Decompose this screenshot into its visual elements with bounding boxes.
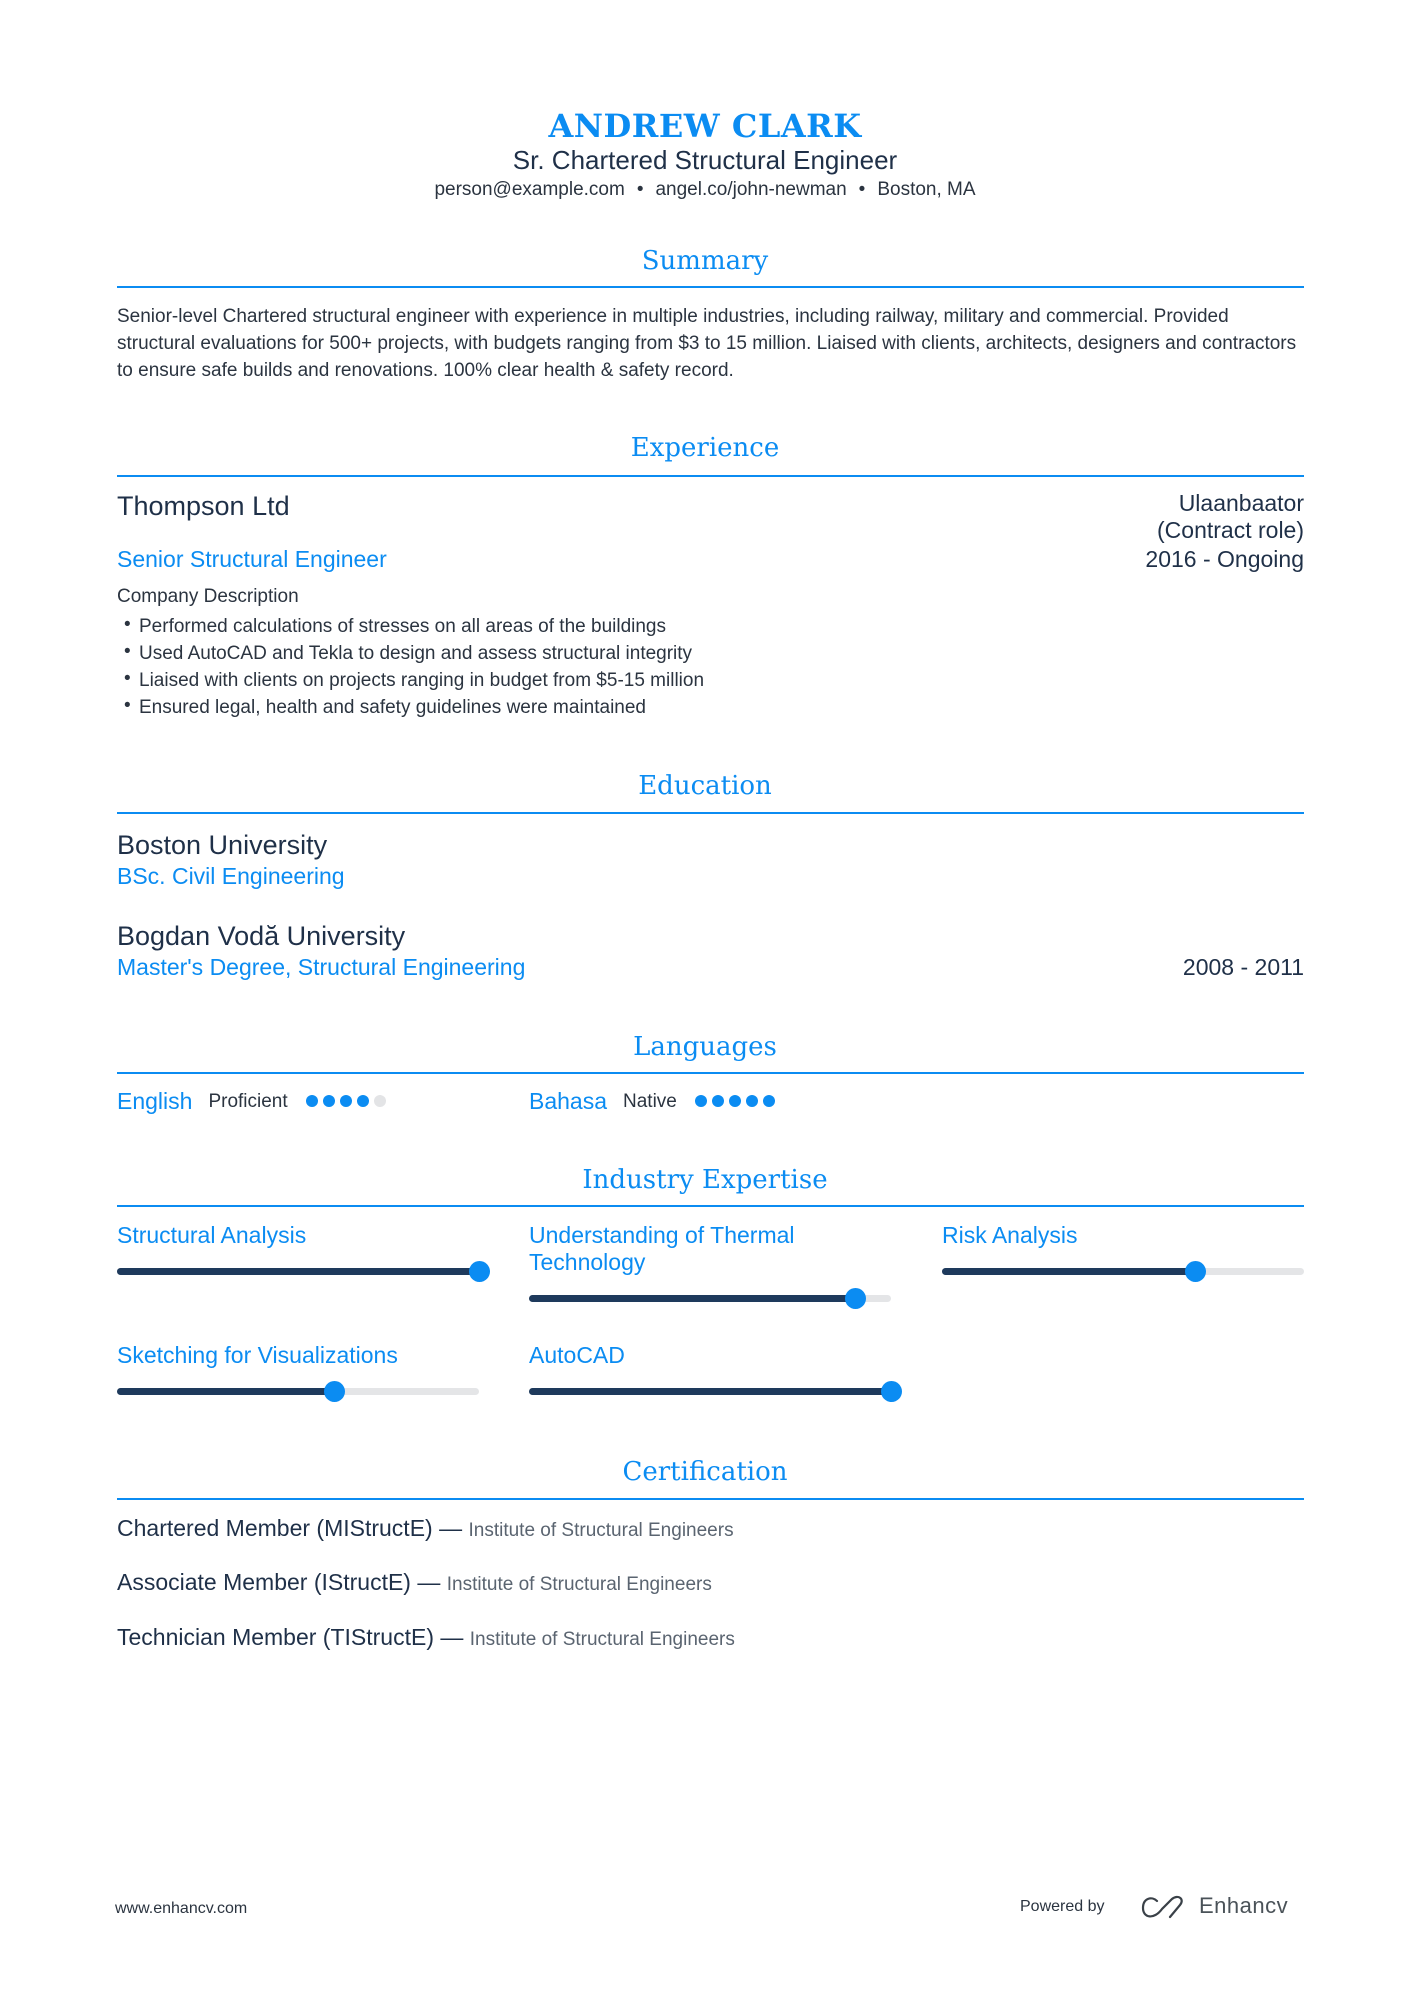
footer-website[interactable]: www.enhancv.com: [115, 1900, 248, 1917]
skill-bar: [942, 1261, 1304, 1282]
email[interactable]: person@example.com: [434, 179, 625, 200]
language-rating: [694, 1088, 780, 1115]
experience-heading: Experience: [630, 433, 780, 463]
skill-item: Structural Analysis: [117, 1222, 490, 1282]
powered-by: Powered by: [1020, 1898, 1105, 1915]
bullet-item: Used AutoCAD and Tekla to design and ass…: [117, 638, 704, 667]
skill-name: Structural Analysis: [117, 1222, 307, 1248]
bullet-item: Ensured legal, health and safety guideli…: [117, 692, 704, 721]
company-description: Company Description: [117, 586, 299, 607]
job-location-note: (Contract role): [1157, 517, 1304, 543]
cert-title: Chartered Member (MIStructE): [117, 1515, 433, 1541]
skill-bar-fill: [117, 1388, 335, 1395]
skill-bar-knob: [1185, 1261, 1207, 1282]
language-level: Native: [623, 1091, 677, 1112]
candidate-name: ANDREW CLARK: [548, 107, 862, 145]
language-item: English Proficient: [117, 1088, 391, 1115]
cert-title: Technician Member (TIStructE): [117, 1624, 434, 1650]
skill-name: Sketching for Visualizations: [117, 1342, 398, 1368]
rating-dot-empty: [373, 1095, 386, 1107]
degree: Master's Degree, Structural Engineering: [117, 954, 526, 980]
cert-item: Technician Member (TIStructE) — Institut…: [117, 1623, 735, 1654]
rating-dot-filled: [745, 1095, 758, 1107]
rating-dot-filled: [339, 1095, 352, 1107]
cert-issuer: Institute of Structural Engineers: [468, 1520, 734, 1541]
skill-item: Risk Analysis: [942, 1222, 1304, 1282]
certification-heading: Certification: [622, 1457, 788, 1487]
separator: •: [858, 179, 866, 200]
skill-bar: [529, 1288, 891, 1309]
dash: —: [439, 1515, 463, 1541]
skill-bar-fill: [529, 1388, 891, 1395]
languages-heading: Languages: [633, 1032, 777, 1062]
language-item: Bahasa Native: [529, 1088, 780, 1115]
rating-dot-filled: [305, 1095, 318, 1107]
skill-item: Understanding of Thermal Technology: [529, 1222, 891, 1309]
divider: [117, 1072, 1304, 1074]
summary-heading: Summary: [641, 246, 769, 276]
skill-name: Understanding of Thermal Technology: [529, 1222, 795, 1275]
separator: •: [636, 179, 644, 200]
rating-dot-filled: [728, 1095, 741, 1107]
divider: [117, 1205, 1304, 1207]
education-dates: 2008 - 2011: [1182, 954, 1304, 980]
rating-dot-filled: [762, 1095, 775, 1107]
language-name: Bahasa: [529, 1088, 608, 1114]
contact-line: person@example.com • angel.co/john-newman •…: [0, 178, 1410, 202]
divider: [117, 286, 1304, 288]
rating-dot-filled: [694, 1095, 707, 1107]
language-rating: [305, 1088, 391, 1115]
skill-bar-knob: [844, 1288, 866, 1309]
skill-bar: [117, 1381, 479, 1402]
enhancv-brand: Enhancv: [1199, 1893, 1289, 1918]
dash: —: [417, 1569, 441, 1595]
degree: BSc. Civil Engineering: [117, 863, 345, 889]
candidate-title: Sr. Chartered Structural Engineer: [512, 145, 898, 175]
skill-bar-knob: [881, 1381, 902, 1402]
cert-item: Chartered Member (MIStructE) — Institute…: [117, 1514, 734, 1545]
rating-dot-filled: [322, 1095, 335, 1107]
skill-bar-fill: [117, 1268, 479, 1275]
rating-dot-filled: [711, 1095, 724, 1107]
cert-issuer: Institute of Structural Engineers: [469, 1629, 735, 1650]
job-dates: 2016 - Ongoing: [1145, 546, 1304, 572]
school-name: Bogdan Vodă University: [117, 921, 406, 951]
job-location: Ulaanbaator: [1178, 490, 1304, 516]
job-bullets: Performed calculations of stresses on al…: [117, 611, 704, 721]
skill-item: AutoCAD: [529, 1342, 902, 1402]
rating-dot-filled: [356, 1095, 369, 1107]
skill-bar-fill: [529, 1295, 855, 1302]
dash: —: [440, 1624, 464, 1650]
cert-title: Associate Member (IStructE): [117, 1569, 411, 1595]
skill-bar: [117, 1261, 490, 1282]
school-name: Boston University: [117, 830, 328, 860]
enhancv-logo-icon: [1141, 1895, 1183, 1919]
language-level: Proficient: [208, 1091, 288, 1112]
skill-bar-fill: [942, 1268, 1196, 1275]
website-link[interactable]: angel.co/john-newman: [655, 179, 847, 200]
divider: [117, 1498, 1304, 1500]
location: Boston, MA: [877, 179, 976, 200]
bullet-item: Performed calculations of stresses on al…: [117, 611, 704, 640]
skill-name: AutoCAD: [529, 1342, 625, 1368]
education-heading: Education: [638, 771, 772, 801]
skill-item: Sketching for Visualizations: [117, 1342, 479, 1402]
cert-issuer: Institute of Structural Engineers: [446, 1574, 712, 1595]
company-name: Thompson Ltd: [117, 491, 290, 521]
skill-bar-knob: [469, 1261, 490, 1282]
language-name: English: [117, 1088, 193, 1114]
skill-name: Risk Analysis: [942, 1222, 1078, 1248]
job-role: Senior Structural Engineer: [117, 546, 387, 572]
skill-bar-knob: [324, 1381, 346, 1402]
skill-bar: [529, 1381, 902, 1402]
bullet-item: Liaised with clients on projects ranging…: [117, 665, 704, 694]
summary-text: Senior-level Chartered structural engine…: [117, 306, 1297, 381]
cert-item: Associate Member (IStructE) — Institute …: [117, 1568, 712, 1599]
expertise-heading: Industry Expertise: [582, 1165, 828, 1195]
divider: [117, 475, 1304, 477]
divider: [117, 812, 1304, 814]
